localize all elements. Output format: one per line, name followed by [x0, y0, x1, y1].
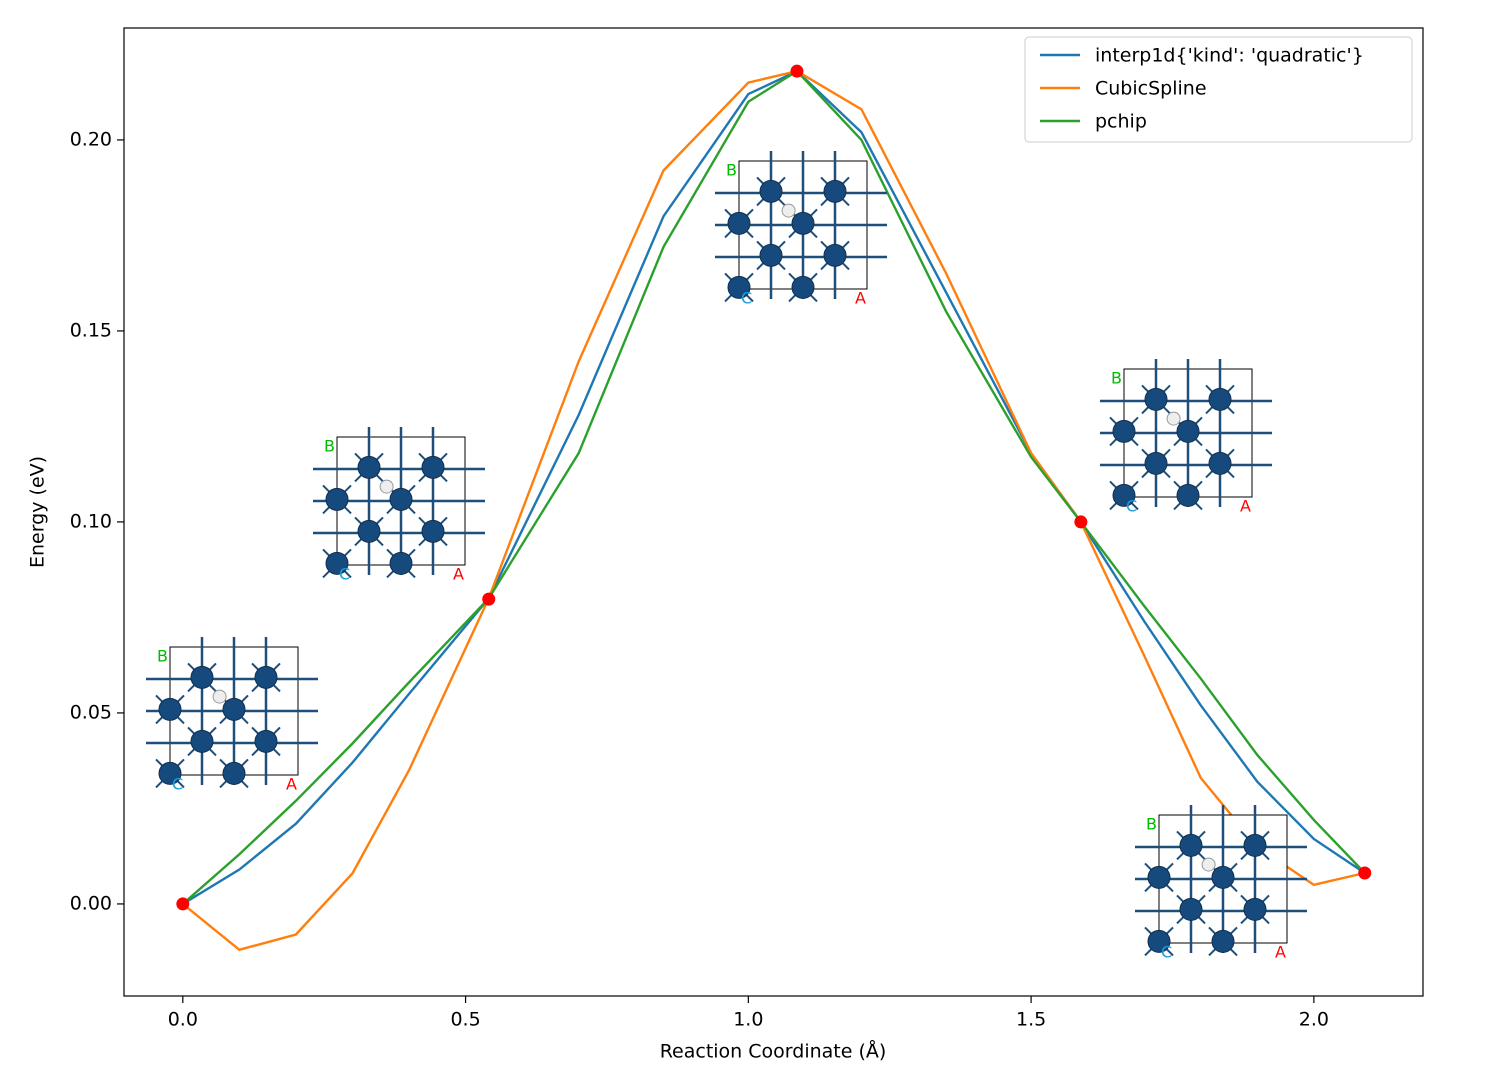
atom — [1147, 929, 1171, 953]
axis-letter: B — [157, 647, 168, 666]
x-tick-label: 0.0 — [168, 1009, 198, 1031]
axis-letter: B — [726, 161, 737, 180]
atom — [1112, 483, 1136, 507]
atom — [791, 211, 815, 235]
atom — [759, 179, 783, 203]
atom — [357, 455, 381, 479]
axis-letter: A — [453, 565, 464, 584]
structure-inset: B C A — [146, 637, 318, 794]
atom — [1147, 865, 1171, 889]
atom — [1144, 387, 1168, 411]
atom — [421, 519, 445, 543]
h-atom — [1201, 857, 1216, 872]
atom — [190, 665, 214, 689]
atom — [727, 211, 751, 235]
atom — [325, 487, 349, 511]
atom — [1243, 833, 1267, 857]
y-axis-label: Energy (eV) — [27, 456, 49, 568]
atom — [1112, 419, 1136, 443]
data-point — [1074, 515, 1088, 529]
atom — [357, 519, 381, 543]
h-atom — [1166, 411, 1181, 426]
y-tick-label: 0.00 — [70, 892, 112, 914]
data-point — [790, 64, 804, 78]
atom — [1176, 483, 1200, 507]
atom — [1211, 865, 1235, 889]
y-tick-label: 0.05 — [70, 701, 112, 723]
plot-frame — [123, 27, 1424, 997]
atom — [158, 761, 182, 785]
legend-label: CubicSpline — [1095, 78, 1207, 100]
atom — [727, 275, 751, 299]
structure-inset: B C A — [1135, 805, 1307, 962]
axis-letter: B — [1111, 369, 1122, 388]
x-tick-label: 1.5 — [1016, 1009, 1046, 1031]
x-tick-label: 2.0 — [1299, 1009, 1329, 1031]
atom — [254, 729, 278, 753]
axis-letter: C — [741, 289, 752, 308]
atom — [1176, 419, 1200, 443]
structure-inset: B C A — [715, 151, 887, 308]
x-tick-label: 0.5 — [450, 1009, 480, 1031]
atom — [759, 243, 783, 267]
atom — [1243, 897, 1267, 921]
atom — [389, 551, 413, 575]
atom — [421, 455, 445, 479]
atom — [222, 761, 246, 785]
atom — [791, 275, 815, 299]
atom — [1179, 897, 1203, 921]
y-tick-label: 0.15 — [70, 319, 112, 341]
data-point — [1358, 866, 1372, 880]
axis-letter: A — [286, 775, 297, 794]
axis-letter: A — [855, 289, 866, 308]
atom — [1211, 929, 1235, 953]
atom — [823, 179, 847, 203]
axis-letter: C — [172, 775, 183, 794]
atom — [1179, 833, 1203, 857]
atom — [1208, 387, 1232, 411]
atom — [190, 729, 214, 753]
legend-box — [1024, 36, 1413, 143]
atom — [389, 487, 413, 511]
atom — [1208, 451, 1232, 475]
x-axis-label: Reaction Coordinate (Å) — [660, 1040, 887, 1063]
legend-label: pchip — [1095, 111, 1147, 133]
data-point — [482, 592, 496, 606]
atom — [1144, 451, 1168, 475]
y-tick-label: 0.20 — [70, 128, 112, 150]
axis-letter: B — [324, 437, 335, 456]
axis-letter: C — [1126, 497, 1137, 516]
h-atom — [212, 689, 227, 704]
axis-letter: A — [1240, 497, 1251, 516]
atom — [158, 697, 182, 721]
x-tick-label: 1.0 — [733, 1009, 763, 1031]
atom — [222, 697, 246, 721]
axis-letter: A — [1275, 943, 1286, 962]
data-point — [176, 897, 190, 911]
legend-label: interp1d{'kind': 'quadratic'} — [1095, 45, 1364, 67]
h-atom — [781, 203, 796, 218]
atom — [254, 665, 278, 689]
y-tick-label: 0.10 — [70, 510, 112, 532]
structure-inset: B C A — [1100, 359, 1272, 516]
atom — [325, 551, 349, 575]
atom — [823, 243, 847, 267]
structure-inset: B C A — [313, 427, 485, 584]
axis-letter: C — [339, 565, 350, 584]
axis-letter: C — [1161, 943, 1172, 962]
axis-letter: B — [1146, 815, 1157, 834]
h-atom — [379, 479, 394, 494]
